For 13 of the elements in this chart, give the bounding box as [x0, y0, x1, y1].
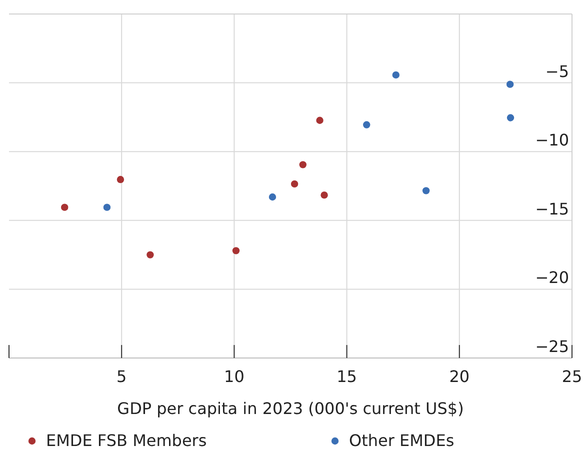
y-tick-label: −20 [535, 268, 569, 288]
y-tick-label: −25 [535, 337, 569, 356]
y-tick-label: −15 [535, 199, 569, 218]
x-tick-label: 15 [336, 367, 357, 386]
x-tick-label: 25 [562, 367, 582, 386]
x-tick-label: 10 [224, 367, 244, 386]
x-tick-label: 5 [116, 367, 127, 386]
y-tick-label: −10 [535, 130, 569, 150]
legend-label: EMDE FSB Members [46, 431, 207, 450]
legend-label: Other EMDEs [349, 431, 454, 450]
x-tick-label: 20 [449, 367, 470, 386]
y-tick-label: −5 [545, 62, 569, 81]
x-axis-title: GDP per capita in 2023 (000's current US$) [117, 399, 464, 418]
